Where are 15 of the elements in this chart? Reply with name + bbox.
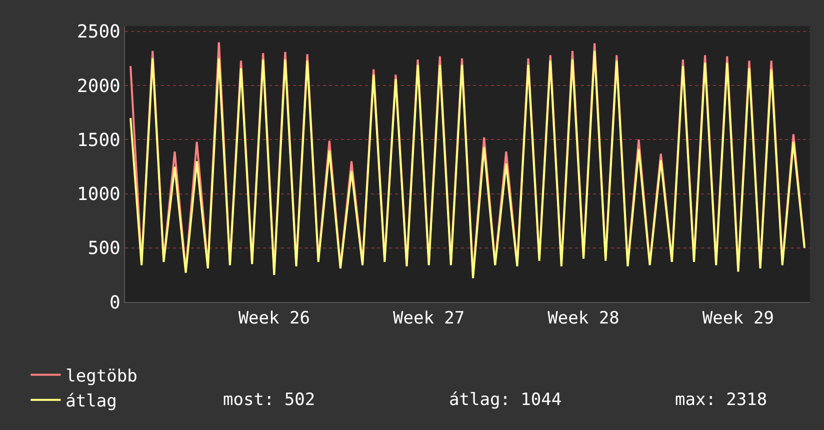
legend-label: átlag: [66, 391, 117, 412]
y-tick-label: 2500: [77, 22, 120, 43]
legend-label: legtöbb: [66, 366, 138, 386]
y-tick-label: 0: [110, 292, 120, 314]
x-tick-label: Week 29: [702, 308, 774, 328]
y-tick-label: 500: [88, 238, 120, 260]
x-tick-label: Week 28: [548, 308, 620, 328]
y-tick-label: 1000: [77, 184, 120, 206]
x-tick-label: Week 27: [393, 308, 465, 328]
text: most: 502: [223, 390, 316, 410]
y-tick-label: 1500: [77, 130, 120, 151]
x-tick-label: Week 26: [238, 308, 310, 328]
text: max: 2318: [675, 390, 768, 410]
y-tick-label: 2000: [77, 76, 120, 97]
text: átlag: 1044: [449, 390, 562, 410]
